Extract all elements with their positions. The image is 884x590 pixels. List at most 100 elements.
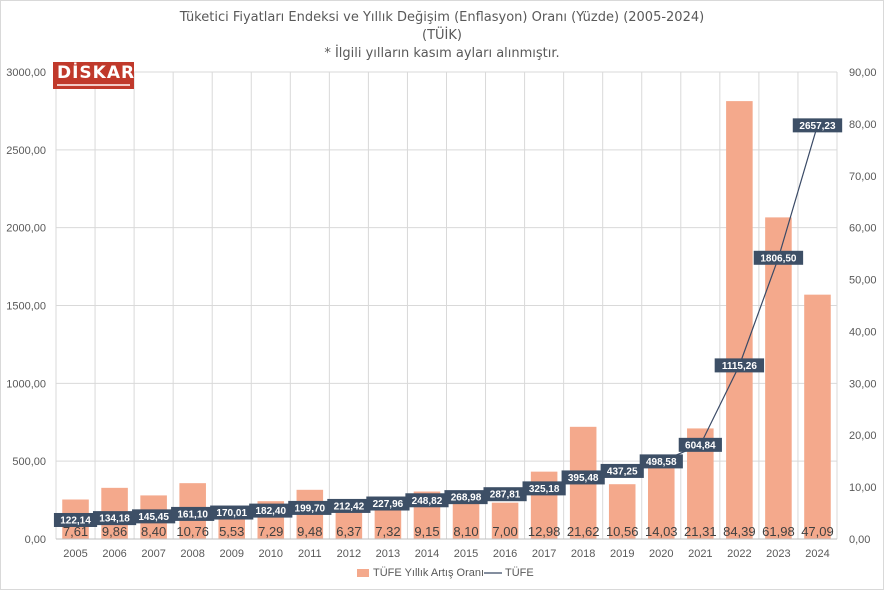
bar-labels: 7,61 9,86 8,40 10,76 5,53 7,29 9,48 6,37 7,32 9,1… xyxy=(63,524,834,539)
bar-value-label: 7,29 xyxy=(258,524,283,539)
x-axis-tick-label: 2024 xyxy=(805,548,829,560)
line-value-label-box xyxy=(444,490,488,505)
right-axis-tick-label: 20,00 xyxy=(849,430,877,442)
left-axis-tick-label: 2500,00 xyxy=(6,145,46,157)
line-value-label-box xyxy=(171,506,215,521)
right-axis-tick-label: 10,00 xyxy=(849,482,877,494)
bar-value-label: 21,62 xyxy=(567,524,600,539)
line-value-label-box xyxy=(522,481,566,496)
line-value-label-box xyxy=(249,503,293,518)
x-axis-tick-label: 2017 xyxy=(532,548,556,560)
bar-value-label: 47,09 xyxy=(801,524,834,539)
line-value-label: 604,84 xyxy=(685,440,716,451)
line-value-label-box xyxy=(405,493,449,508)
bar-value-label: 7,00 xyxy=(492,524,517,539)
x-axis-tick-label: 2010 xyxy=(259,548,283,560)
line-value-label: 199,70 xyxy=(295,503,326,514)
line-value-label: 170,01 xyxy=(216,508,247,519)
x-axis-tick-label: 2008 xyxy=(180,548,204,560)
right-axis-tick-label: 30,00 xyxy=(849,378,877,390)
right-axis-tick-label: 0,00 xyxy=(849,534,870,546)
x-axis-tick-label: 2007 xyxy=(141,548,165,560)
x-axis-tick-label: 2020 xyxy=(649,548,673,560)
x-axis-tick-label: 2011 xyxy=(298,548,322,560)
x-axis-tick-label: 2015 xyxy=(454,548,478,560)
bar-value-label: 14,03 xyxy=(645,524,678,539)
left-axis-tick-label: 1000,00 xyxy=(6,378,46,390)
bar-value-label: 5,53 xyxy=(219,524,244,539)
line-value-label: 325,18 xyxy=(529,484,560,495)
line-value-label-box xyxy=(288,500,332,515)
gridlines xyxy=(55,71,838,540)
x-axis-tick-label: 2005 xyxy=(63,548,87,560)
bar-value-label: 61,98 xyxy=(762,524,795,539)
x-axis-tick-label: 2016 xyxy=(493,548,517,560)
x-axis-tick-label: 2018 xyxy=(571,548,595,560)
line-value-label-box xyxy=(753,250,804,265)
axes: 0,00 500,00 1000,00 1500,00 2000,00 2500,00 30… xyxy=(6,67,876,560)
x-axis-tick-label: 2013 xyxy=(376,548,400,560)
left-axis-tick-label: 1500,00 xyxy=(6,301,46,313)
bar xyxy=(765,217,792,539)
bar xyxy=(608,484,636,539)
right-axis-tick-label: 40,00 xyxy=(849,326,877,338)
x-axis-tick-label: 2006 xyxy=(102,548,126,560)
line-value-label: 145,45 xyxy=(138,512,169,523)
bar-value-label: 10,76 xyxy=(176,524,209,539)
bar-value-label: 12,98 xyxy=(528,524,561,539)
bar xyxy=(491,502,519,539)
line-value-label: 227,96 xyxy=(373,499,404,510)
right-axis-tick-label: 80,00 xyxy=(849,119,877,131)
legend-label-bar: TÜFE Yıllık Artış Oranı xyxy=(373,567,484,579)
right-axis-tick-label: 50,00 xyxy=(849,275,877,287)
chart-subtitle-source: (TÜİK) xyxy=(422,28,462,43)
line-value-label: 1806,50 xyxy=(760,253,797,264)
logo-underline xyxy=(57,84,130,86)
bar-value-label: 9,86 xyxy=(102,524,127,539)
line-value-label-box xyxy=(53,512,98,527)
legend: TÜFE Yıllık Artış Oranı TÜFE xyxy=(357,567,534,579)
line-value-label: 287,81 xyxy=(490,490,521,501)
chart-note: * İlgili yılların kasım ayları alınmıştı… xyxy=(324,46,560,61)
x-axis-tick-label: 2022 xyxy=(727,548,751,560)
right-axis-tick-label: 60,00 xyxy=(849,223,877,235)
bar-value-label: 8,40 xyxy=(141,524,166,539)
line-value-label: 161,10 xyxy=(177,509,208,520)
line-value-label-box xyxy=(792,118,843,133)
x-axis-tick-label: 2014 xyxy=(415,548,439,560)
bar-value-label: 6,37 xyxy=(336,524,361,539)
line-value-label-box xyxy=(132,509,176,524)
bar xyxy=(726,101,753,539)
bar-value-label: 8,10 xyxy=(453,524,478,539)
legend-label-line: TÜFE xyxy=(505,567,534,579)
line-value-label: 248,82 xyxy=(412,496,443,507)
bar-value-label: 84,39 xyxy=(723,524,756,539)
bar-value-label: 9,15 xyxy=(414,524,439,539)
left-axis-tick-label: 2000,00 xyxy=(6,223,46,235)
line-value-label-box xyxy=(210,505,254,520)
x-axis-tick-label: 2023 xyxy=(766,548,790,560)
line-value-label-box xyxy=(561,470,605,485)
diskar-logo: DİSKAR xyxy=(53,62,134,89)
bar xyxy=(804,294,831,539)
line-value-label: 498,58 xyxy=(646,457,677,468)
bar-value-label: 7,61 xyxy=(63,524,88,539)
bar-value-label: 10,56 xyxy=(606,524,639,539)
bar xyxy=(647,466,675,539)
left-axis-tick-label: 0,00 xyxy=(25,534,46,546)
line-value-label: 2657,23 xyxy=(799,121,836,132)
line-value-label: 134,18 xyxy=(99,514,130,525)
line-value-label: 268,98 xyxy=(451,493,482,504)
line-value-label: 437,25 xyxy=(607,466,638,477)
left-axis-tick-label: 500,00 xyxy=(12,456,46,468)
logo-text: DİSKAR xyxy=(57,63,136,83)
x-axis-tick-label: 2012 xyxy=(337,548,361,560)
bar-value-label: 9,48 xyxy=(297,524,322,539)
line-value-label: 182,40 xyxy=(255,506,286,517)
bar-value-label: 7,32 xyxy=(375,524,400,539)
left-axis-tick-label: 3000,00 xyxy=(6,67,46,79)
line-value-label-box xyxy=(600,463,644,478)
line-value-label: 122,14 xyxy=(60,515,91,526)
right-axis-tick-label: 90,00 xyxy=(849,67,877,79)
